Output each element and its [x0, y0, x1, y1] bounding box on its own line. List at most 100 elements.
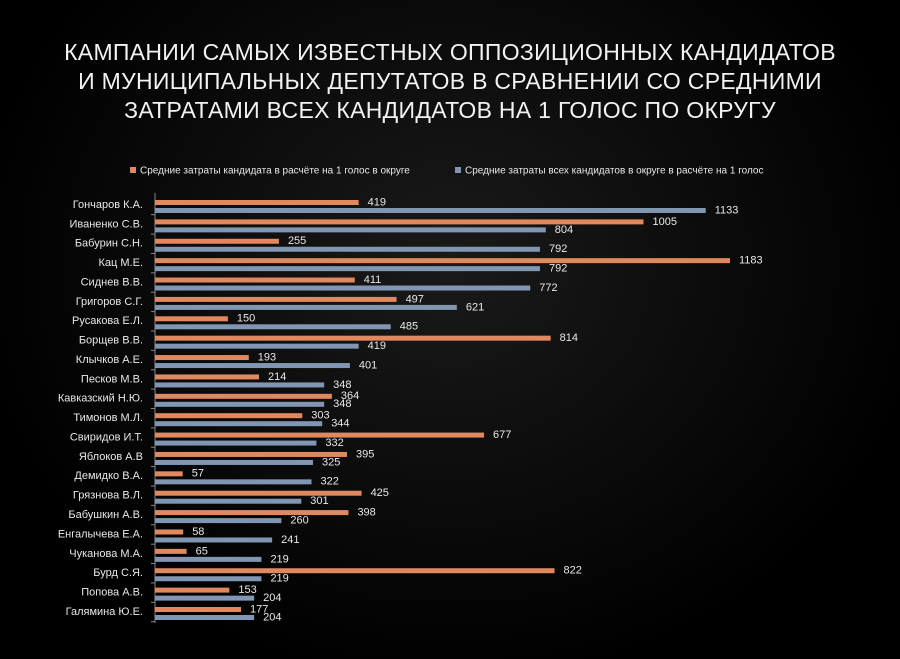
- value-label: 677: [493, 429, 511, 441]
- value-label: 322: [321, 476, 339, 488]
- value-label: 65: [196, 545, 208, 557]
- bar: [155, 548, 187, 554]
- bar: [155, 510, 349, 516]
- value-label: 219: [270, 553, 288, 565]
- y-tick-label: Демидко В.А.: [74, 470, 143, 482]
- bar: [155, 490, 362, 496]
- y-tick-label: Сиднев В.В.: [81, 276, 143, 288]
- y-tick-label: Чуканова М.А.: [69, 548, 143, 560]
- bar: [155, 607, 242, 612]
- value-label: 792: [549, 243, 567, 255]
- value-label: 204: [263, 611, 281, 623]
- value-label: 804: [555, 224, 573, 236]
- bar: [155, 382, 325, 388]
- bar: [155, 200, 359, 205]
- bar: [155, 413, 303, 419]
- bar: [155, 343, 359, 349]
- bar: [155, 556, 262, 562]
- legend-label: Средние затраты кандидата в расчёте на 1…: [140, 166, 410, 177]
- bar: [155, 219, 644, 225]
- value-label: 822: [564, 565, 582, 577]
- bar: [155, 355, 249, 361]
- bar: [155, 246, 540, 252]
- value-label: 401: [359, 359, 377, 371]
- y-tick-label: Галямина Ю.Е.: [66, 606, 143, 618]
- y-tick-label: Грязнова В.Л.: [73, 490, 143, 502]
- bar: [155, 374, 260, 380]
- y-tick-label: Борщев В.В.: [79, 335, 143, 347]
- value-label: 497: [406, 293, 424, 305]
- value-label: 219: [270, 573, 288, 585]
- value-label: 814: [560, 332, 578, 344]
- bar: [155, 316, 228, 322]
- y-tick-label: Бабушкин А.В.: [68, 509, 143, 521]
- bar: [155, 363, 350, 369]
- value-label: 419: [368, 196, 386, 208]
- bar: [155, 587, 230, 593]
- y-tick-label: Григоров С.Г.: [76, 296, 143, 308]
- legend-label: Средние затраты всех кандидатов в округе…: [465, 166, 764, 177]
- bar: [155, 595, 255, 601]
- y-tick-label: Кавказский Н.Ю.: [58, 393, 143, 405]
- value-label: 411: [364, 274, 382, 286]
- bar: [155, 393, 332, 399]
- value-label: 395: [356, 448, 374, 460]
- value-label: 621: [466, 301, 484, 313]
- value-label: 214: [268, 371, 286, 383]
- value-label: 177: [250, 603, 268, 615]
- bar: [155, 266, 540, 272]
- bar: [155, 304, 457, 310]
- value-label: 150: [237, 313, 255, 325]
- value-label: 153: [238, 584, 256, 596]
- value-label: 485: [400, 321, 418, 333]
- y-tick-label: Тимонов М.Л.: [73, 412, 143, 424]
- bar: [155, 324, 391, 330]
- value-label: 1183: [739, 255, 763, 267]
- value-label: 1005: [652, 216, 676, 228]
- bar: [155, 459, 313, 465]
- value-label: 425: [371, 487, 389, 499]
- value-label: 193: [258, 351, 276, 363]
- y-tick-label: Русакова Е.Л.: [72, 315, 143, 327]
- bar: [155, 479, 312, 485]
- bar: [155, 498, 302, 504]
- value-label: 325: [322, 456, 340, 468]
- value-label: 344: [331, 418, 349, 430]
- bar: [155, 421, 323, 427]
- y-tick-label: Кац М.Е.: [99, 257, 144, 269]
- value-label: 301: [310, 495, 328, 507]
- chart-title: КАМПАНИИ САМЫХ ИЗВЕСТНЫХ ОППОЗИЦИОННЫХ К…: [64, 39, 836, 123]
- legend-swatch: [455, 167, 461, 173]
- y-tick-label: Гончаров К.А.: [73, 199, 143, 211]
- bar: [155, 401, 325, 407]
- value-label: 255: [288, 235, 306, 247]
- value-label: 260: [290, 515, 308, 527]
- bar: [155, 568, 555, 574]
- y-tick-label: Клычков А.Е.: [76, 354, 143, 366]
- y-tick-label: Песков М.В.: [81, 373, 143, 385]
- bar: [155, 440, 317, 446]
- y-tick-label: Енгалычева Е.А.: [58, 528, 143, 540]
- value-label: 348: [333, 379, 351, 391]
- value-label: 204: [263, 592, 281, 604]
- legend-swatch: [130, 167, 136, 173]
- bar: [155, 471, 183, 477]
- y-tick-label: Яблоков А.В: [79, 451, 143, 463]
- bar: [155, 258, 730, 264]
- value-label: 364: [341, 390, 359, 402]
- value-label: 241: [281, 534, 299, 546]
- bar: [155, 576, 262, 582]
- value-label: 792: [549, 263, 567, 275]
- y-tick-label: Свиридов И.Т.: [70, 431, 143, 443]
- y-tick-label: Бурд С.Я.: [93, 567, 143, 579]
- bar: [155, 296, 397, 302]
- y-tick-label: Бабурин С.Н.: [75, 238, 143, 250]
- value-label: 348: [333, 398, 351, 410]
- value-label: 58: [192, 526, 204, 538]
- bar: [155, 537, 273, 543]
- y-tick-label: Иваненко С.В.: [69, 218, 143, 230]
- value-label: 303: [311, 410, 329, 422]
- bar: [155, 451, 347, 457]
- value-label: 772: [539, 282, 557, 294]
- bar: [155, 285, 531, 291]
